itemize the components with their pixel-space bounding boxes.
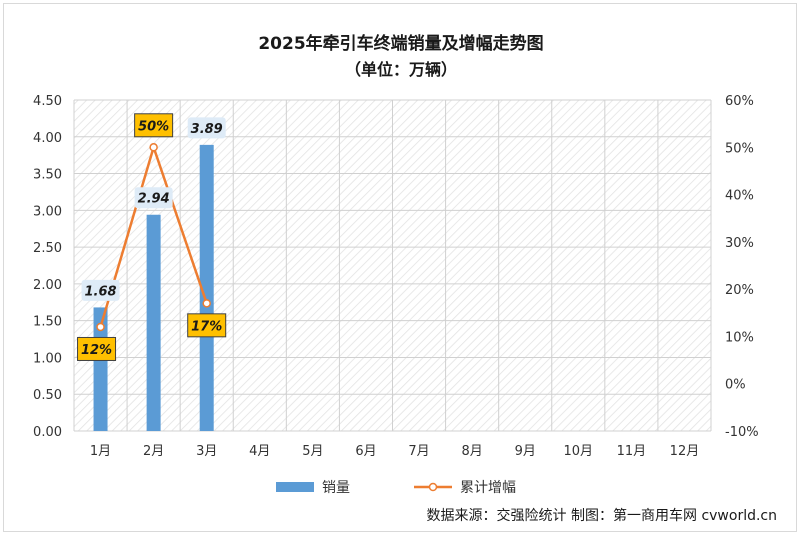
chart-svg: 2025年牵引车终端销量及增幅走势图 （单位：万辆） 1.682.943.891… xyxy=(33,33,777,524)
line-series xyxy=(96,143,211,332)
legend-bar-label: 销量 xyxy=(322,480,350,496)
y-right-tick-label: 0% xyxy=(725,378,746,393)
chart-title: 2025年牵引车终端销量及增幅走势图 xyxy=(258,33,543,54)
y-left-tick-label: 1.50 xyxy=(33,315,62,330)
y-left-tick-label: 1.00 xyxy=(33,351,62,366)
x-tick-label: 11月 xyxy=(617,444,647,459)
legend-line-label: 累计增幅 xyxy=(460,480,516,496)
growth-marker-3 xyxy=(202,299,211,308)
y-right-tick-label: -10% xyxy=(725,425,759,440)
y-left-tick-label: 2.50 xyxy=(33,241,62,256)
x-tick-label: 2月 xyxy=(143,444,164,459)
growth-value-label-3: 17% xyxy=(191,319,222,334)
y-left-tick-label: 0.00 xyxy=(33,425,62,440)
x-tick-label: 6月 xyxy=(355,444,376,459)
x-tick-label: 9月 xyxy=(515,444,536,459)
y-left-tick-label: 0.50 xyxy=(33,388,62,403)
x-tick-label: 10月 xyxy=(564,444,594,459)
chart-frame: 2025年牵引车终端销量及增幅走势图 （单位：万辆） 1.68 2.94 3.89 1… xyxy=(3,3,797,532)
gridlines xyxy=(73,99,712,432)
growth-marker-2 xyxy=(149,143,158,152)
bar-value-label-1: 1.68 xyxy=(85,284,117,299)
x-tick-label: 12月 xyxy=(670,444,700,459)
growth-value-label-2: 50% xyxy=(138,119,169,134)
y-right-tick-label: 50% xyxy=(725,141,754,156)
y-right-tick-label: 60% xyxy=(725,94,754,109)
y-right-tick-label: 40% xyxy=(725,189,754,204)
y-right-tick-label: 10% xyxy=(725,330,754,345)
growth-value-label-1: 12% xyxy=(81,343,112,358)
bar-2 xyxy=(146,214,161,431)
legend-bar-swatch xyxy=(276,482,314,492)
growth-label-box-1 xyxy=(77,336,117,361)
legend-line-marker xyxy=(428,482,438,492)
growth-label-box-3 xyxy=(187,313,227,338)
axes: 0.00 0.50 1.00 1.50 2.00 2.50 3.00 3.50 4.00 4.50… xyxy=(33,94,759,459)
bar-label-box-1 xyxy=(81,279,120,301)
y-left-tick-label: 4.50 xyxy=(33,94,62,109)
y-left-tick-label: 2.00 xyxy=(33,278,62,293)
bar-3 xyxy=(199,144,214,431)
bar-label-box-3 xyxy=(187,117,226,139)
bar-value-label-2: 2.94 xyxy=(138,192,170,207)
x-tick-label: 3月 xyxy=(196,444,217,459)
source-note: 数据来源：交强险统计 制图：第一商用车网 cvworld.cn xyxy=(427,507,777,524)
x-tick-label: 7月 xyxy=(408,444,429,459)
x-tick-label: 4月 xyxy=(249,444,270,459)
chart-subtitle: （单位：万辆） xyxy=(345,60,457,79)
bar-value-label-3: 3.89 xyxy=(191,122,223,137)
data-labels: 1.68 2.94 3.89 12% 50% 17% xyxy=(77,113,227,361)
y-left-tick-label: 3.00 xyxy=(33,204,62,219)
growth-label-box-2 xyxy=(134,113,174,138)
growth-marker-1 xyxy=(96,322,105,332)
x-tick-label: 5月 xyxy=(302,444,323,459)
x-tick-label: 1月 xyxy=(90,444,111,459)
y-left-tick-label: 4.00 xyxy=(33,131,62,146)
y-left-tick-label: 3.50 xyxy=(33,168,62,183)
bar-label-box-2 xyxy=(134,187,173,209)
y-right-tick-label: 30% xyxy=(725,236,754,251)
legend: 销量 累计增幅 xyxy=(276,480,516,496)
y-right-tick-label: 20% xyxy=(725,283,754,298)
x-tick-label: 8月 xyxy=(461,444,482,459)
